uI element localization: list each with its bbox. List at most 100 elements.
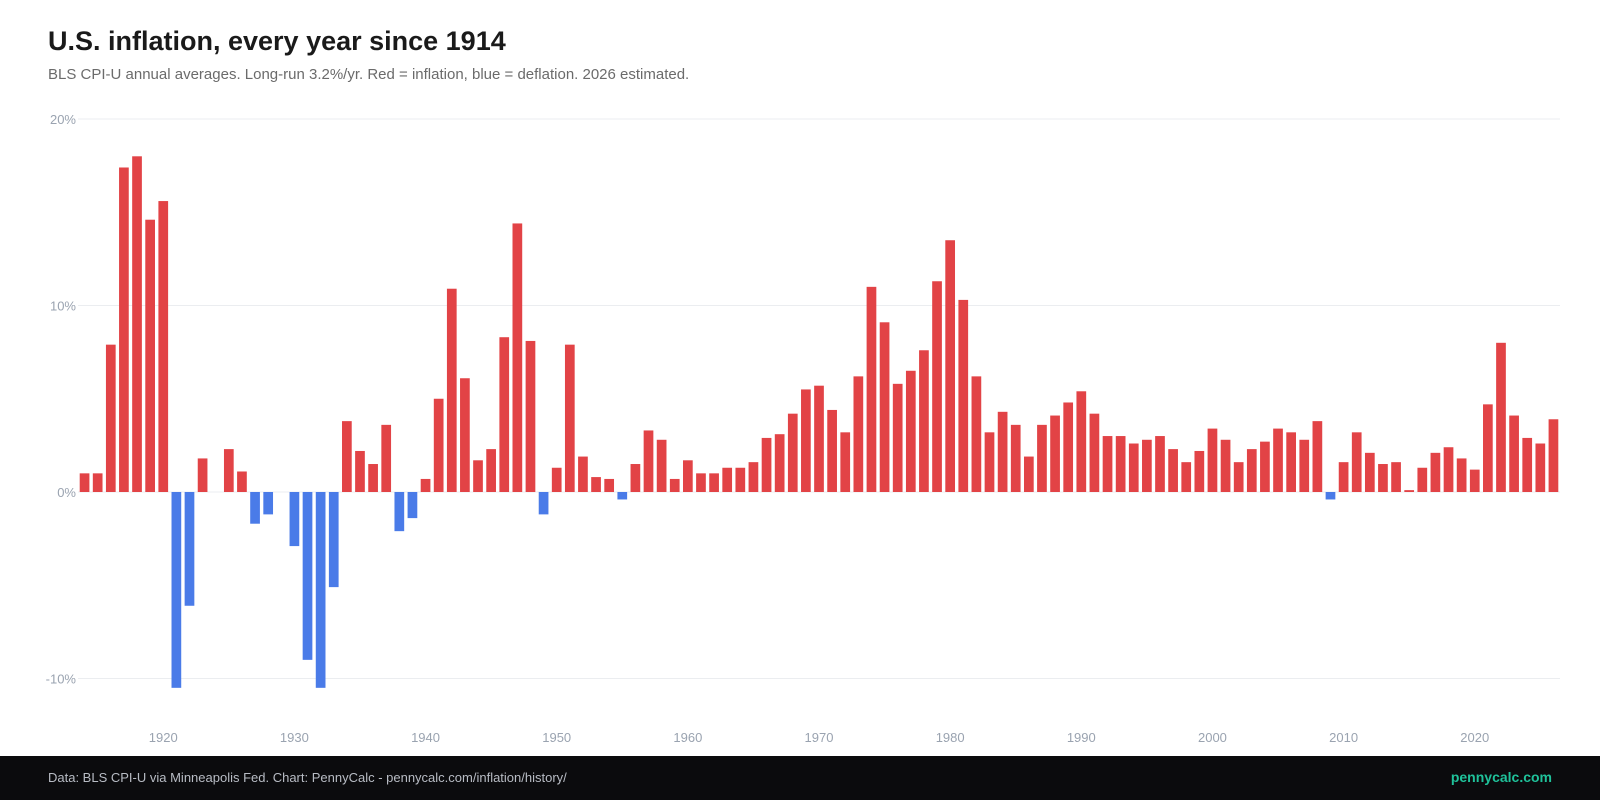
bar-2008[interactable] (1312, 421, 1323, 492)
bar-2002[interactable] (1233, 462, 1244, 492)
bar-1986[interactable] (1023, 456, 1034, 492)
bar-1996[interactable] (1155, 436, 1165, 492)
bar-1941[interactable] (433, 398, 444, 492)
bar-1962[interactable] (709, 473, 719, 492)
bar-1939[interactable] (407, 492, 418, 519)
bar-1923[interactable] (197, 458, 208, 492)
bar-2023[interactable] (1509, 415, 1519, 492)
bar-1965[interactable] (748, 462, 759, 492)
bar-1949[interactable] (538, 492, 549, 515)
bar-1954[interactable] (604, 478, 615, 492)
bar-2015[interactable] (1404, 490, 1415, 492)
bar-1992[interactable] (1102, 436, 1113, 492)
bar-1953[interactable] (591, 477, 601, 492)
bar-1931[interactable] (302, 492, 313, 660)
bar-1938[interactable] (394, 492, 405, 532)
bar-1951[interactable] (564, 344, 575, 492)
bar-2005[interactable] (1273, 428, 1283, 492)
bar-2000[interactable] (1207, 428, 1218, 492)
bar-1997[interactable] (1168, 449, 1178, 492)
bar-1926[interactable] (237, 471, 247, 492)
bar-1927[interactable] (250, 492, 260, 524)
bar-1918[interactable] (132, 156, 142, 493)
bar-1980[interactable] (945, 240, 956, 492)
bar-1948[interactable] (525, 340, 536, 492)
bar-2021[interactable] (1483, 404, 1493, 492)
bar-1974[interactable] (866, 286, 877, 492)
bar-1947[interactable] (512, 223, 523, 492)
bar-1991[interactable] (1089, 413, 1100, 492)
bar-1944[interactable] (473, 460, 483, 492)
bar-1984[interactable] (997, 411, 1008, 492)
bar-1922[interactable] (184, 492, 195, 606)
bar-1989[interactable] (1063, 402, 1074, 492)
bar-2014[interactable] (1391, 462, 1401, 492)
bar-1933[interactable] (328, 492, 339, 588)
bar-1943[interactable] (460, 378, 470, 492)
bar-2003[interactable] (1246, 449, 1257, 492)
bar-1925[interactable] (223, 449, 234, 492)
bar-1981[interactable] (958, 299, 969, 492)
bar-2010[interactable] (1338, 462, 1349, 492)
bar-2001[interactable] (1220, 439, 1231, 492)
bar-1978[interactable] (919, 350, 929, 492)
bar-1915[interactable] (92, 473, 103, 492)
bar-1969[interactable] (801, 389, 811, 492)
bar-2009[interactable] (1325, 492, 1336, 500)
bar-1946[interactable] (499, 337, 510, 492)
bar-1979[interactable] (932, 281, 942, 492)
bar-2007[interactable] (1299, 439, 1310, 492)
bar-1942[interactable] (446, 288, 457, 492)
bar-1971[interactable] (827, 409, 837, 492)
bar-1998[interactable] (1181, 462, 1192, 492)
bar-1956[interactable] (630, 464, 641, 492)
bar-1990[interactable] (1076, 391, 1087, 492)
bar-1958[interactable] (656, 439, 667, 492)
bar-2024[interactable] (1522, 437, 1533, 492)
bar-1995[interactable] (1142, 439, 1152, 492)
bar-2017[interactable] (1430, 452, 1441, 492)
bar-2012[interactable] (1364, 452, 1375, 492)
bar-1964[interactable] (735, 467, 746, 492)
bar-1917[interactable] (119, 167, 129, 493)
bar-2006[interactable] (1286, 432, 1296, 492)
bar-2019[interactable] (1456, 458, 1467, 492)
bar-1993[interactable] (1115, 436, 1126, 492)
bar-1975[interactable] (879, 322, 890, 492)
bar-2016[interactable] (1417, 467, 1428, 492)
bar-1966[interactable] (761, 437, 772, 492)
bar-1968[interactable] (787, 413, 798, 492)
bar-1950[interactable] (551, 467, 562, 492)
bar-2004[interactable] (1260, 441, 1270, 492)
bar-1999[interactable] (1194, 450, 1205, 492)
bar-1937[interactable] (381, 424, 392, 492)
bar-1988[interactable] (1050, 415, 1060, 492)
bar-1955[interactable] (617, 492, 628, 500)
bar-2013[interactable] (1378, 464, 1388, 492)
bar-1940[interactable] (420, 478, 431, 492)
bar-1916[interactable] (105, 344, 116, 492)
bar-2026[interactable] (1548, 419, 1559, 492)
bar-1961[interactable] (696, 473, 706, 492)
bar-1952[interactable] (578, 456, 588, 492)
bar-1936[interactable] (368, 464, 378, 492)
bar-1914[interactable] (79, 473, 90, 492)
bar-1960[interactable] (683, 460, 693, 492)
bar-1945[interactable] (486, 449, 496, 492)
bar-1930[interactable] (289, 492, 300, 547)
bar-1987[interactable] (1037, 424, 1047, 492)
bar-1934[interactable] (342, 421, 352, 492)
bar-2020[interactable] (1469, 469, 1480, 492)
bar-1957[interactable] (643, 430, 654, 492)
bar-1963[interactable] (722, 467, 733, 492)
bar-1976[interactable] (892, 383, 903, 492)
bar-1928[interactable] (263, 492, 274, 515)
bar-1985[interactable] (1010, 424, 1021, 492)
bar-1932[interactable] (315, 492, 326, 688)
bar-1982[interactable] (971, 376, 982, 492)
bar-1972[interactable] (840, 432, 851, 492)
bar-2018[interactable] (1443, 447, 1454, 492)
footer-brand-link[interactable]: pennycalc.com (1450, 769, 1552, 785)
bar-1935[interactable] (355, 450, 365, 492)
bar-1970[interactable] (814, 385, 824, 492)
